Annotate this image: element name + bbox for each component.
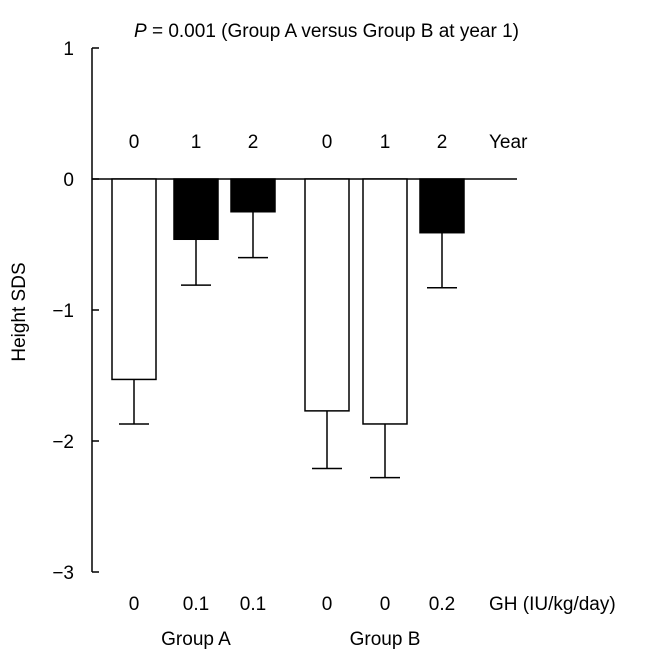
bar — [304, 178, 350, 412]
y-tick-label: 0 — [63, 170, 74, 191]
bar — [111, 178, 157, 381]
y-tick-label: −1 — [52, 301, 74, 322]
chart-title: P = 0.001 (Group A versus Group B at yea… — [134, 21, 519, 42]
year-label: 2 — [437, 132, 448, 153]
bars-layer — [111, 178, 465, 479]
gh-dose-label: 0 — [129, 594, 140, 615]
chart-title-p: P — [134, 21, 147, 42]
gh-header: GH (IU/kg/day) — [489, 594, 616, 615]
gh-dose-label: 0 — [380, 594, 391, 615]
svg-text:P = 0.001 (Group A versus Grou: P = 0.001 (Group A versus Group B at yea… — [134, 21, 519, 42]
gh-dose-label: 0.2 — [429, 594, 455, 615]
year-label: 0 — [129, 132, 140, 153]
y-axis-label: Height SDS — [9, 262, 30, 361]
y-tick-label: 1 — [63, 39, 74, 60]
bar — [419, 178, 465, 234]
gh-dose-label: 0.1 — [183, 594, 209, 615]
bar — [230, 178, 276, 213]
bar — [173, 178, 219, 241]
bar — [362, 178, 408, 425]
chart-title-rest: = 0.001 (Group A versus Group B at year … — [147, 21, 519, 42]
year-label: 1 — [191, 132, 202, 153]
group-label: Group A — [161, 629, 231, 650]
year-label: 2 — [248, 132, 259, 153]
year-header: Year — [489, 132, 528, 153]
y-tick-label: −3 — [52, 563, 74, 584]
y-tick-label: −2 — [52, 432, 74, 453]
labels-layer: Year GH (IU/kg/day) 0 0 1 0.1 2 0.1 0 0 1 0 2 0.2 Gr… — [129, 132, 616, 650]
year-label: 0 — [322, 132, 333, 153]
year-label: 1 — [380, 132, 391, 153]
group-label: Group B — [350, 629, 421, 650]
gh-dose-label: 0.1 — [240, 594, 266, 615]
gh-dose-label: 0 — [322, 594, 333, 615]
